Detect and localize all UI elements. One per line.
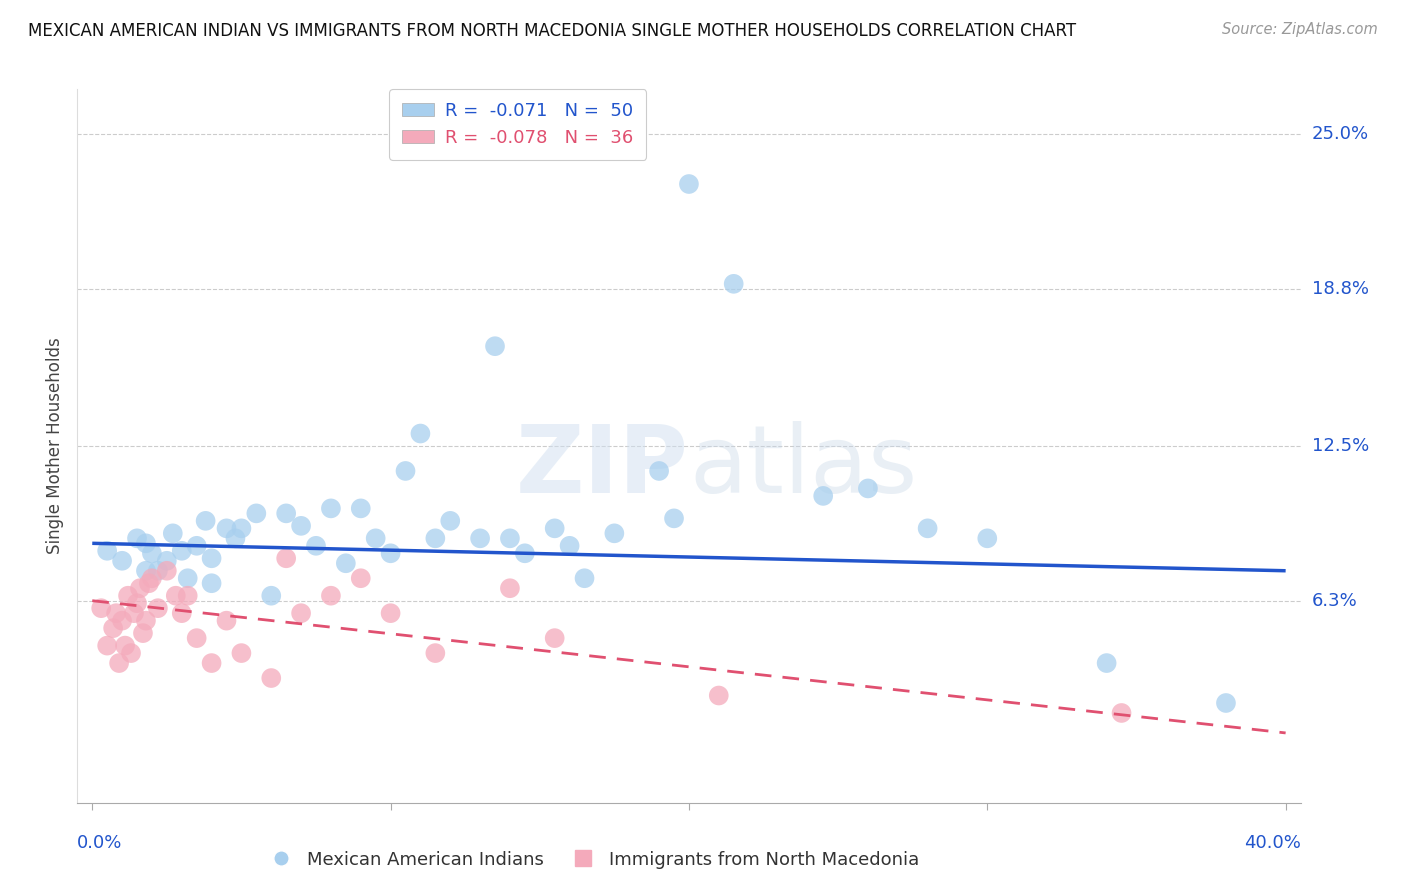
Text: 6.3%: 6.3% (1312, 591, 1357, 610)
Point (350, 501, 373, 516)
Point (707, 689, 730, 703)
Text: 12.5%: 12.5% (1312, 437, 1369, 455)
Point (162, 526, 184, 541)
Point (138, 576, 160, 591)
Point (245, 507, 267, 521)
Point (146, 564, 169, 578)
Point (544, 631, 567, 645)
Point (394, 464, 416, 478)
Point (439, 514, 461, 528)
Text: 18.8%: 18.8% (1312, 280, 1368, 298)
Point (231, 646, 253, 660)
Point (319, 501, 342, 516)
Text: atlas: atlas (689, 421, 917, 514)
Text: Source: ZipAtlas.com: Source: ZipAtlas.com (1222, 22, 1378, 37)
Point (129, 581, 152, 595)
Point (290, 606, 312, 620)
Point (1111, 706, 1133, 720)
Point (1215, 696, 1237, 710)
Point (96, 639, 118, 653)
Point (917, 521, 939, 535)
Point (811, 489, 834, 503)
Point (90, 601, 112, 615)
Point (499, 531, 522, 545)
Point (200, 551, 222, 566)
Text: 0.0%: 0.0% (77, 834, 122, 852)
Point (186, 631, 208, 645)
Point (125, 596, 148, 610)
Point (319, 589, 342, 603)
Point (135, 536, 157, 550)
Point (305, 539, 328, 553)
Point (215, 521, 238, 535)
Point (484, 339, 506, 353)
Point (111, 554, 134, 568)
Point (194, 514, 217, 528)
Point (200, 656, 222, 670)
Point (648, 464, 671, 478)
Point (380, 546, 402, 560)
Point (335, 556, 357, 570)
Point (276, 507, 298, 521)
Point (260, 589, 283, 603)
Point (224, 531, 246, 545)
Point (558, 539, 581, 553)
Point (122, 606, 145, 620)
Point (662, 511, 685, 525)
Point (409, 426, 432, 441)
Point (177, 571, 200, 585)
Point (364, 531, 387, 545)
Point (146, 601, 169, 615)
Point (135, 614, 157, 628)
Point (425, 531, 447, 545)
Point (276, 551, 298, 566)
Point (141, 546, 163, 560)
Point (856, 482, 879, 496)
Point (177, 589, 200, 603)
Point (723, 277, 745, 291)
Point (678, 177, 700, 191)
Point (468, 531, 491, 545)
Point (117, 589, 139, 603)
Point (380, 606, 402, 620)
Point (132, 626, 155, 640)
Point (111, 614, 134, 628)
Point (976, 531, 998, 545)
Point (165, 589, 187, 603)
Point (156, 554, 179, 568)
Point (141, 571, 163, 585)
Point (544, 521, 567, 535)
Point (108, 656, 131, 670)
Point (1095, 656, 1118, 670)
Point (101, 621, 124, 635)
Text: ZIP: ZIP (516, 421, 689, 514)
Legend: Mexican American Indians, Immigrants from North Macedonia: Mexican American Indians, Immigrants fro… (256, 844, 927, 876)
Point (114, 639, 136, 653)
Point (105, 606, 128, 620)
Point (200, 576, 222, 591)
Point (290, 519, 312, 533)
Text: 40.0%: 40.0% (1244, 834, 1301, 852)
Point (231, 521, 253, 535)
Text: MEXICAN AMERICAN INDIAN VS IMMIGRANTS FROM NORTH MACEDONIA SINGLE MOTHER HOUSEHO: MEXICAN AMERICAN INDIAN VS IMMIGRANTS FR… (28, 22, 1076, 40)
Point (513, 546, 536, 560)
Point (186, 539, 208, 553)
Point (135, 564, 157, 578)
Point (120, 646, 142, 660)
Text: 25.0%: 25.0% (1312, 125, 1369, 143)
Point (156, 564, 179, 578)
Y-axis label: Single Mother Households: Single Mother Households (46, 338, 65, 554)
Point (215, 614, 238, 628)
Point (125, 531, 148, 545)
Point (574, 571, 596, 585)
Point (499, 581, 522, 595)
Point (260, 671, 283, 685)
Point (96, 543, 118, 558)
Point (350, 571, 373, 585)
Point (425, 646, 447, 660)
Point (603, 526, 626, 541)
Point (170, 543, 193, 558)
Point (170, 606, 193, 620)
